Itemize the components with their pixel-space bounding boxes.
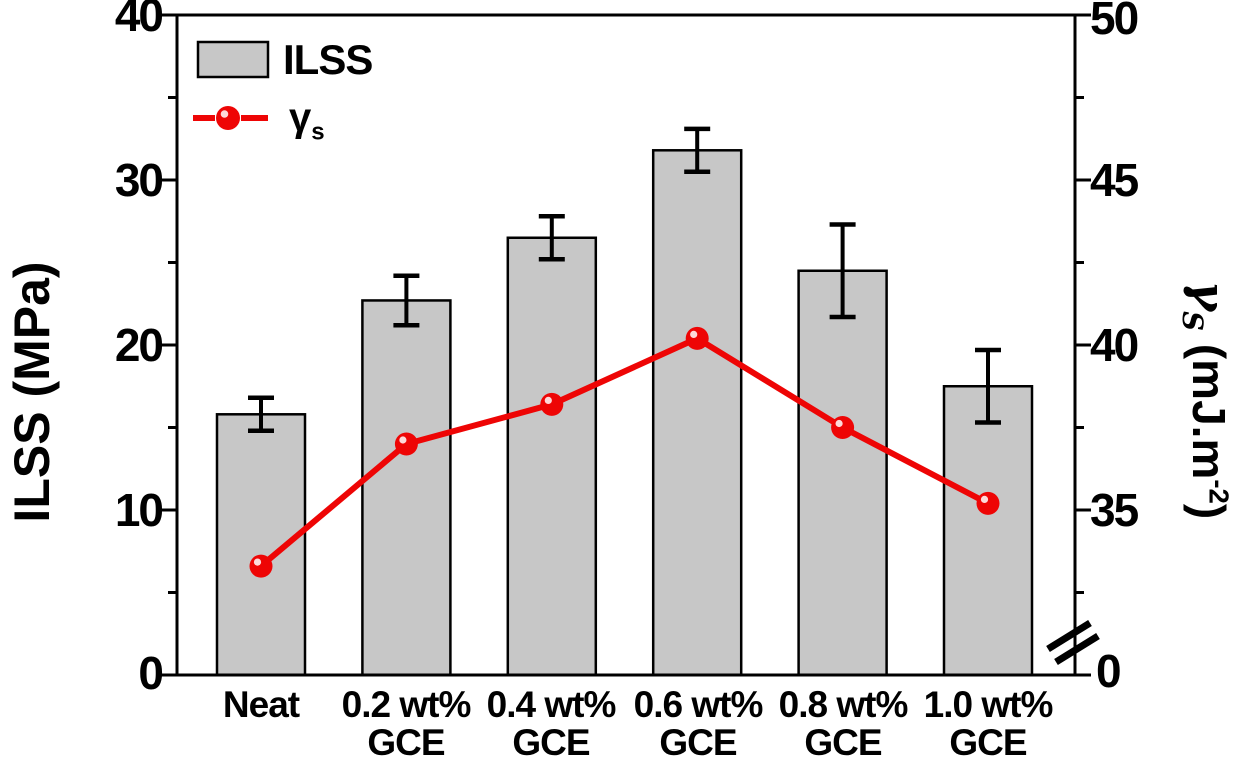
x-label-0-2wt-line1: 0.2 wt% — [341, 684, 472, 725]
gamma-s-marker-5 — [976, 491, 1000, 515]
gamma-s-marker-glint-3 — [690, 330, 698, 338]
gamma-s-marker-glint-5 — [980, 495, 989, 503]
left-axis-title: ILSS (MPa) — [4, 261, 60, 523]
left-axis-tick-10: 10 — [114, 484, 164, 536]
gamma-s-marker-glint-2 — [544, 396, 552, 404]
gamma-s-line — [259, 335, 990, 569]
x-label-0-4wt-line2: GCE — [512, 722, 590, 763]
x-label-1-0wt-line2: GCE — [949, 722, 1027, 763]
legend-gamma-marker-glint — [220, 110, 229, 118]
x-label-0-6wt-line2: GCE — [659, 722, 737, 763]
gamma-s-marker-2 — [540, 392, 564, 416]
legend-label-gamma-s: γs — [289, 96, 325, 147]
ilss-bar-5 — [942, 385, 1034, 677]
right-axis-title-unit-exp: -2 — [1203, 479, 1235, 504]
right-axis-title: γS (mJ.m-2) — [1176, 281, 1236, 519]
x-label-0-8wt: 0.8 wt% GCE — [738, 686, 948, 762]
x-label-1-0wt: 1.0 wt% GCE — [883, 686, 1093, 762]
ilss-bar-2 — [506, 236, 598, 677]
gamma-s-marker-0 — [249, 554, 273, 578]
left-axis-tick-0: 0 — [138, 647, 164, 699]
gamma-s-marker-3 — [685, 326, 709, 350]
left-axis-tick-20: 20 — [114, 319, 164, 371]
right-axis-title-gamma-sub: S — [1175, 311, 1209, 332]
right-axis-title-gamma: γ — [1182, 280, 1237, 312]
x-label-1-0wt-line1: 1.0 wt% — [923, 684, 1054, 725]
x-label-0-4wt: 0.4 wt% GCE — [446, 686, 656, 762]
gamma-s-marker-glint-4 — [835, 419, 843, 428]
legend-gamma-symbol-sub: s — [311, 118, 325, 146]
gamma-s-marker-1 — [394, 432, 418, 456]
gamma-s-marker-4 — [831, 416, 855, 439]
x-label-neat-line1: Neat — [222, 684, 300, 725]
x-label-0-4wt-line1: 0.4 wt% — [486, 684, 617, 725]
x-label-0-2wt: 0.2 wt% GCE — [301, 686, 511, 762]
right-axis-tick-35: 35 — [1090, 484, 1139, 536]
x-label-0-6wt-line1: 0.6 wt% — [633, 684, 764, 725]
gamma-s-marker-glint-0 — [253, 558, 262, 566]
right-axis-title-unit-close: ) — [1183, 503, 1236, 520]
left-axis-tick-30: 30 — [114, 154, 164, 206]
legend-ilss-swatch — [196, 40, 270, 79]
x-label-neat: Neat — [156, 686, 366, 724]
ilss-bar-4 — [797, 269, 888, 677]
x-label-0-8wt-line2: GCE — [804, 722, 882, 763]
right-axis-tick-50: 50 — [1090, 0, 1139, 44]
x-label-0-2wt-line2: GCE — [367, 722, 445, 763]
axis-break-slash-1 — [1046, 620, 1092, 652]
legend-label-ilss: ILSS — [283, 36, 373, 83]
legend-gamma-symbol: γ — [289, 95, 312, 140]
x-label-0-8wt-line1: 0.8 wt% — [778, 684, 909, 725]
x-label-0-6wt: 0.6 wt% GCE — [593, 686, 803, 762]
right-axis-tick-40: 40 — [1090, 319, 1139, 371]
ilss-bar-3 — [651, 149, 743, 677]
ilss-bar-1 — [361, 299, 452, 677]
axis-break-slash-2 — [1054, 633, 1100, 665]
ilss-bar-0 — [215, 413, 307, 677]
right-axis-tick-0: 0 — [1096, 645, 1122, 697]
right-axis-title-unit: (mJ.m — [1183, 331, 1236, 480]
right-axis-tick-45: 45 — [1090, 154, 1139, 206]
left-axis-tick-40: 40 — [114, 0, 164, 41]
legend-gamma-marker — [216, 106, 240, 130]
gamma-s-marker-glint-1 — [399, 436, 407, 444]
